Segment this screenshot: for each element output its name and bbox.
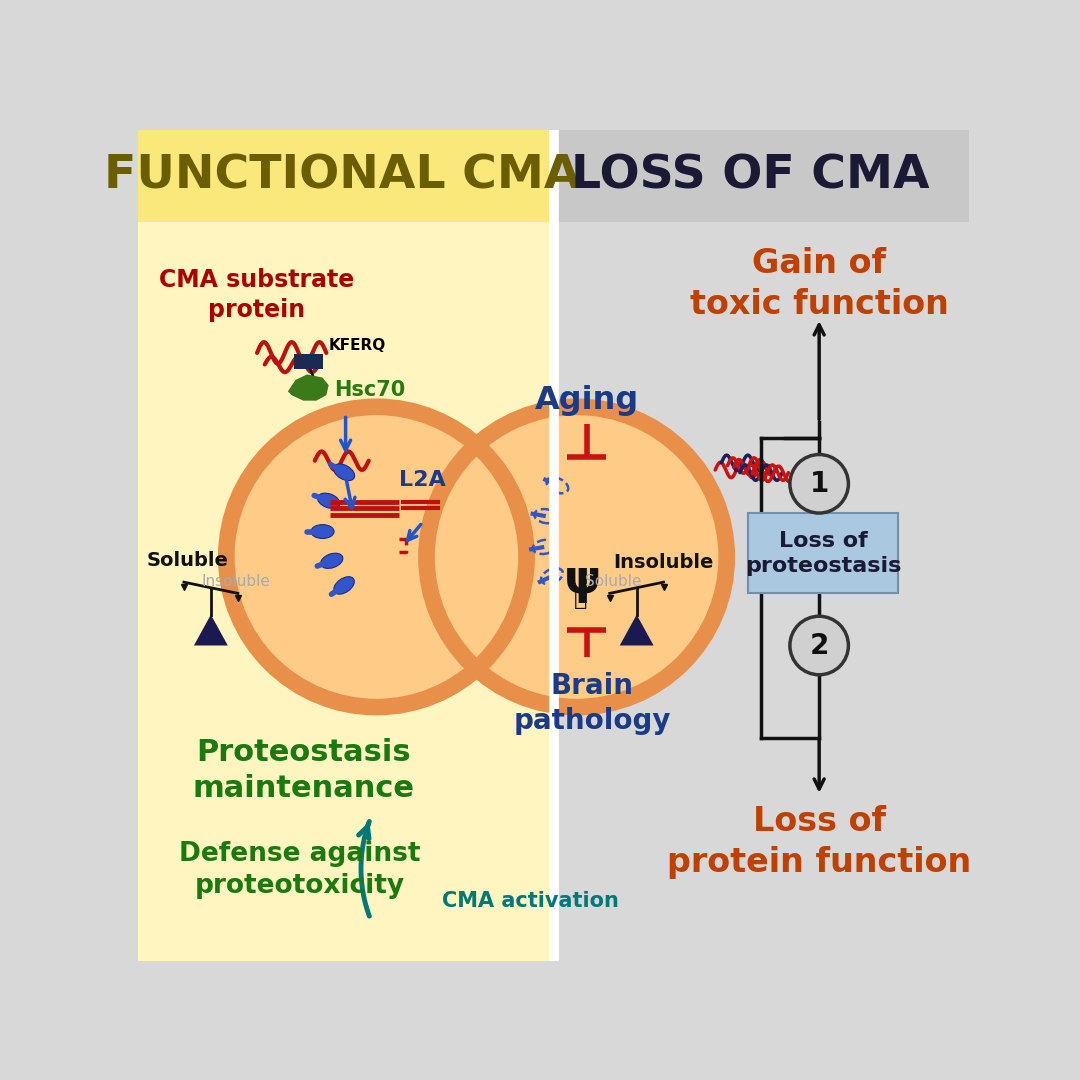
Polygon shape	[138, 130, 554, 961]
Polygon shape	[554, 130, 970, 222]
Circle shape	[420, 401, 733, 713]
Text: ψ: ψ	[564, 557, 602, 603]
Circle shape	[220, 401, 532, 713]
Text: Defense against
proteotoxicity: Defense against proteotoxicity	[178, 841, 420, 900]
Text: CMA substrate
protein: CMA substrate protein	[160, 268, 354, 322]
Ellipse shape	[334, 577, 354, 594]
Text: FUNCTIONAL CMA: FUNCTIONAL CMA	[104, 153, 580, 199]
Polygon shape	[554, 130, 970, 961]
Text: Insoluble: Insoluble	[201, 575, 270, 589]
Polygon shape	[288, 375, 328, 401]
Text: Brain
pathology: Brain pathology	[513, 672, 671, 734]
Ellipse shape	[318, 494, 340, 509]
Text: CMA activation: CMA activation	[442, 891, 619, 912]
Text: LOSS OF CMA: LOSS OF CMA	[570, 153, 929, 199]
Circle shape	[226, 407, 527, 707]
Text: Hsc70: Hsc70	[334, 380, 405, 400]
Text: L2A: L2A	[400, 470, 446, 490]
Circle shape	[789, 617, 849, 675]
Text: KFERQ: KFERQ	[328, 338, 386, 353]
Text: Gain of
toxic function: Gain of toxic function	[690, 246, 948, 321]
Text: Proteostasis
maintenance: Proteostasis maintenance	[192, 738, 415, 802]
FancyBboxPatch shape	[294, 353, 323, 369]
Text: Loss of
proteostasis: Loss of proteostasis	[745, 530, 901, 576]
Polygon shape	[620, 615, 653, 646]
Ellipse shape	[311, 525, 334, 539]
Text: Loss of
protein function: Loss of protein function	[667, 805, 971, 879]
Text: Insoluble: Insoluble	[613, 553, 714, 571]
Text: Soluble: Soluble	[585, 575, 642, 589]
Polygon shape	[194, 615, 228, 646]
Circle shape	[427, 407, 727, 707]
Text: Soluble: Soluble	[147, 551, 229, 570]
Text: 1: 1	[810, 470, 828, 498]
Circle shape	[789, 455, 849, 513]
Text: 2: 2	[810, 632, 828, 660]
Ellipse shape	[334, 464, 354, 481]
Polygon shape	[138, 130, 554, 222]
Ellipse shape	[321, 553, 342, 568]
Text: Aging: Aging	[535, 386, 638, 416]
FancyBboxPatch shape	[748, 513, 897, 593]
Text: 🝓: 🝓	[573, 590, 588, 609]
